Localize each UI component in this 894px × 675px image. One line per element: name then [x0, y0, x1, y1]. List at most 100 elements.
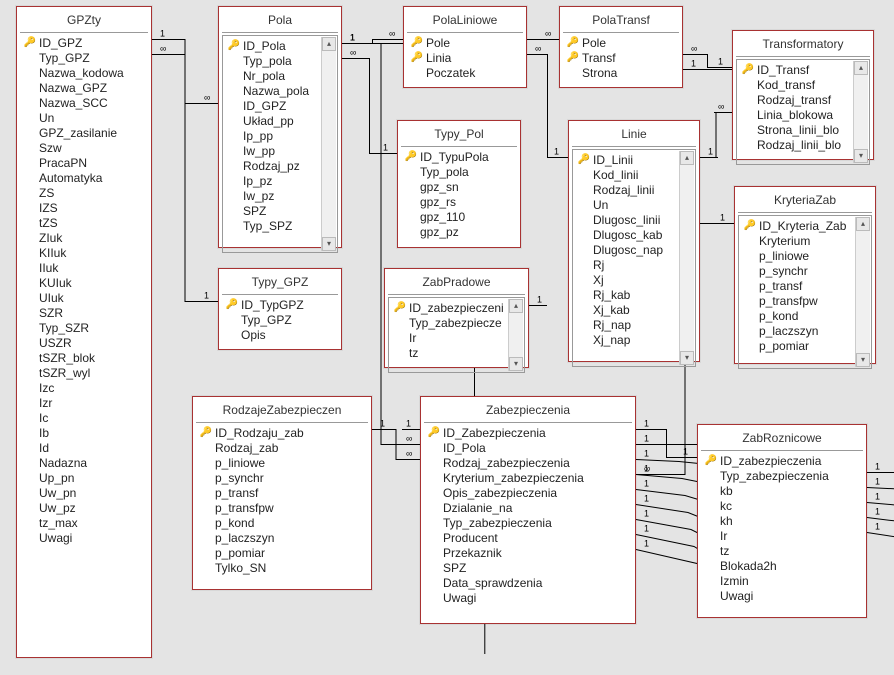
field-row[interactable]: PracaPN: [21, 155, 149, 170]
field-row[interactable]: 🔑Pole: [564, 35, 680, 50]
field-row[interactable]: USZR: [21, 335, 149, 350]
scroll-down-icon[interactable]: ▾: [322, 237, 336, 251]
field-row[interactable]: Opis_zabezpieczenia: [425, 485, 633, 500]
scroll-up-icon[interactable]: ▴: [856, 217, 870, 231]
field-row[interactable]: Dlugosc_kab: [575, 227, 695, 242]
table-PolaTransf[interactable]: PolaTransf🔑Pole🔑TransfStrona: [559, 6, 683, 88]
field-row[interactable]: tz: [391, 345, 524, 360]
field-row[interactable]: tz_max: [21, 515, 149, 530]
table-KryteriaZab[interactable]: KryteriaZab🔑ID_Kryteria_ZabKryteriump_li…: [734, 186, 876, 364]
field-row[interactable]: Uw_pn: [21, 485, 149, 500]
field-row[interactable]: Izmin: [702, 573, 864, 588]
field-row[interactable]: KIIuk: [21, 245, 149, 260]
field-row[interactable]: Rodzaj_zab: [197, 440, 369, 455]
field-row[interactable]: Tylko_SN: [197, 560, 369, 575]
table-PolaLiniowe[interactable]: PolaLiniowe🔑Pole🔑LiniaPoczatek: [403, 6, 527, 88]
field-row[interactable]: Typ_GPZ: [223, 312, 339, 327]
field-row[interactable]: Nazwa_kodowa: [21, 65, 149, 80]
field-row[interactable]: kh: [702, 513, 864, 528]
field-row[interactable]: Un: [21, 110, 149, 125]
field-row[interactable]: Linia_blokowa: [739, 107, 869, 122]
field-row[interactable]: Dzialanie_na: [425, 500, 633, 515]
scroll-down-icon[interactable]: ▾: [856, 353, 870, 367]
field-row[interactable]: Id: [21, 440, 149, 455]
field-row[interactable]: Un: [575, 197, 695, 212]
field-row[interactable]: p_kond: [197, 515, 369, 530]
field-row[interactable]: UIuk: [21, 290, 149, 305]
field-row[interactable]: Ir: [702, 528, 864, 543]
field-row[interactable]: p_liniowe: [741, 248, 871, 263]
field-row[interactable]: Uw_pz: [21, 500, 149, 515]
field-row[interactable]: Typ_SZR: [21, 320, 149, 335]
field-row[interactable]: Xj_kab: [575, 302, 695, 317]
field-row[interactable]: p_synchr: [741, 263, 871, 278]
field-row[interactable]: Typ_pola: [402, 164, 518, 179]
table-RodzajeZabezpieczen[interactable]: RodzajeZabezpieczen🔑ID_Rodzaju_zabRodzaj…: [192, 396, 372, 590]
table-Transformatory[interactable]: Transformatory🔑ID_TransfKod_transfRodzaj…: [732, 30, 874, 160]
field-row[interactable]: Przekaznik: [425, 545, 633, 560]
field-row[interactable]: Izr: [21, 395, 149, 410]
field-row[interactable]: Ic: [21, 410, 149, 425]
field-row[interactable]: Data_sprawdzenia: [425, 575, 633, 590]
scrollbar[interactable]: ▴▾: [508, 299, 523, 371]
field-row[interactable]: ZIuk: [21, 230, 149, 245]
field-row[interactable]: 🔑ID_Rodzaju_zab: [197, 425, 369, 440]
field-row[interactable]: IZS: [21, 200, 149, 215]
field-row[interactable]: tZS: [21, 215, 149, 230]
field-row[interactable]: gpz_110: [402, 209, 518, 224]
field-row[interactable]: 🔑Transf: [564, 50, 680, 65]
field-row[interactable]: Typ_zabezpieczenia: [702, 468, 864, 483]
field-row[interactable]: KUIuk: [21, 275, 149, 290]
field-row[interactable]: 🔑Pole: [408, 35, 524, 50]
field-row[interactable]: gpz_pz: [402, 224, 518, 239]
field-row[interactable]: Automatyka: [21, 170, 149, 185]
field-row[interactable]: p_transf: [741, 278, 871, 293]
field-row[interactable]: Kod_linii: [575, 167, 695, 182]
scrollbar[interactable]: ▴▾: [855, 217, 870, 367]
field-row[interactable]: Blokada2h: [702, 558, 864, 573]
scroll-up-icon[interactable]: ▴: [854, 61, 868, 75]
field-row[interactable]: p_pomiar: [741, 338, 871, 353]
field-row[interactable]: Kod_transf: [739, 77, 869, 92]
field-row[interactable]: gpz_sn: [402, 179, 518, 194]
field-row[interactable]: IIuk: [21, 260, 149, 275]
field-row[interactable]: Rodzaj_transf: [739, 92, 869, 107]
field-row[interactable]: Typ_zabezpiecze: [391, 315, 524, 330]
table-Typy_GPZ[interactable]: Typy_GPZ🔑ID_TypGPZTyp_GPZOpis: [218, 268, 342, 350]
field-row[interactable]: p_kond: [741, 308, 871, 323]
field-row[interactable]: gpz_rs: [402, 194, 518, 209]
scroll-down-icon[interactable]: ▾: [680, 351, 694, 365]
field-row[interactable]: Dlugosc_nap: [575, 242, 695, 257]
field-row[interactable]: 🔑ID_zabezpieczeni: [391, 300, 524, 315]
scroll-up-icon[interactable]: ▴: [322, 37, 336, 51]
field-row[interactable]: GPZ_zasilanie: [21, 125, 149, 140]
field-row[interactable]: p_transfpw: [197, 500, 369, 515]
table-Linie[interactable]: Linie🔑ID_LiniiKod_liniiRodzaj_liniiUnDlu…: [568, 120, 700, 362]
field-row[interactable]: Strona_linii_blo: [739, 122, 869, 137]
scroll-down-icon[interactable]: ▾: [509, 357, 523, 371]
field-row[interactable]: 🔑ID_Linii: [575, 152, 695, 167]
field-row[interactable]: 🔑ID_Kryteria_Zab: [741, 218, 871, 233]
field-row[interactable]: SPZ: [425, 560, 633, 575]
table-Typy_Pol[interactable]: Typy_Pol🔑ID_TypuPolaTyp_polagpz_sngpz_rs…: [397, 120, 521, 248]
field-row[interactable]: Rj_nap: [575, 317, 695, 332]
table-Zabezpieczenia[interactable]: Zabezpieczenia🔑ID_ZabezpieczeniaID_PolaR…: [420, 396, 636, 624]
field-row[interactable]: Rodzaj_linii: [575, 182, 695, 197]
field-row[interactable]: p_transf: [197, 485, 369, 500]
field-row[interactable]: Kryterium_zabezpieczenia: [425, 470, 633, 485]
field-row[interactable]: Rj: [575, 257, 695, 272]
field-row[interactable]: p_synchr: [197, 470, 369, 485]
field-row[interactable]: Ib: [21, 425, 149, 440]
field-row[interactable]: tz: [702, 543, 864, 558]
scrollbar[interactable]: ▴▾: [853, 61, 868, 163]
field-row[interactable]: Poczatek: [408, 65, 524, 80]
field-row[interactable]: Xj_nap: [575, 332, 695, 347]
field-row[interactable]: 🔑Linia: [408, 50, 524, 65]
field-row[interactable]: Typ_zabezpieczenia: [425, 515, 633, 530]
field-row[interactable]: tSZR_wyl: [21, 365, 149, 380]
field-row[interactable]: Uwagi: [21, 530, 149, 545]
field-row[interactable]: p_transfpw: [741, 293, 871, 308]
field-row[interactable]: 🔑ID_GPZ: [21, 35, 149, 50]
table-GPZty[interactable]: GPZty🔑ID_GPZTyp_GPZNazwa_kodowaNazwa_GPZ…: [16, 6, 152, 658]
field-row[interactable]: Nadazna: [21, 455, 149, 470]
